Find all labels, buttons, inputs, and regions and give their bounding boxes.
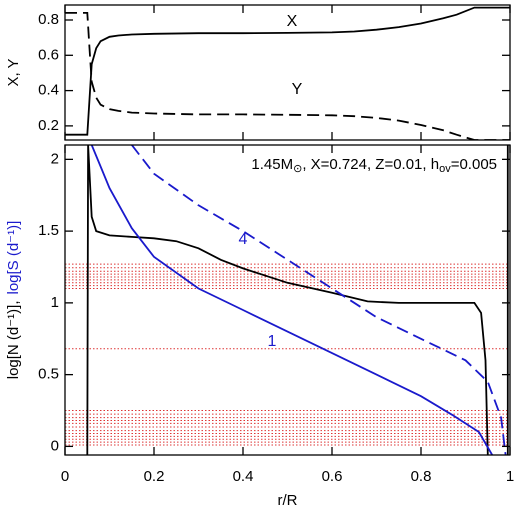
series-line [65, 12, 510, 140]
x-tick-label: 0.4 [233, 468, 254, 485]
x-axis-label: r/R [278, 492, 298, 509]
y-axis-label: log[N (d⁻¹)], log[S (d⁻¹)] [5, 221, 22, 380]
y-tick-label: 0.4 [38, 82, 59, 99]
annotation-part: 1.45M [251, 156, 293, 173]
y-tick-label: 1.5 [38, 222, 59, 239]
series-label: Y [292, 81, 303, 98]
annotation-subscript: ov [439, 163, 451, 175]
series-line [131, 145, 507, 455]
y-axis-label-part: log[N (d⁻¹)], [5, 301, 22, 380]
y-tick-label: 1 [51, 294, 59, 311]
plot-frame [64, 144, 511, 456]
series-label: X [287, 13, 298, 30]
y-tick-label: 2 [51, 150, 59, 167]
series-label: 4 [239, 231, 248, 248]
annotation-part: , X=0.724, Z=0.01, h [302, 156, 439, 173]
plot-frame [64, 4, 511, 141]
x-tick-label: 0.2 [144, 468, 165, 485]
x-tick-label: 1 [506, 468, 514, 485]
y-axis-label-part: log[S (d⁻¹)] [5, 221, 22, 295]
x-tick-label: 0.8 [411, 468, 432, 485]
y-axis-label: X, Y [5, 58, 22, 86]
y-tick-label: 0.8 [38, 11, 59, 28]
annotation-subscript: ⊙ [293, 163, 302, 175]
series-label: 1 [268, 333, 277, 350]
series-line [65, 6, 510, 136]
annotation: 1.45M⊙, X=0.724, Z=0.01, hov=0.005 [251, 156, 497, 175]
series-line [86, 145, 509, 455]
y-tick-label: 0.5 [38, 366, 59, 383]
series-line [90, 145, 493, 455]
y-tick-label: 0 [51, 437, 59, 454]
annotation-part: =0.005 [451, 156, 497, 173]
y-tick-label: 0.6 [38, 46, 59, 63]
x-tick-label: 0 [61, 468, 69, 485]
x-tick-label: 0.6 [322, 468, 343, 485]
y-tick-label: 0.2 [38, 117, 59, 134]
